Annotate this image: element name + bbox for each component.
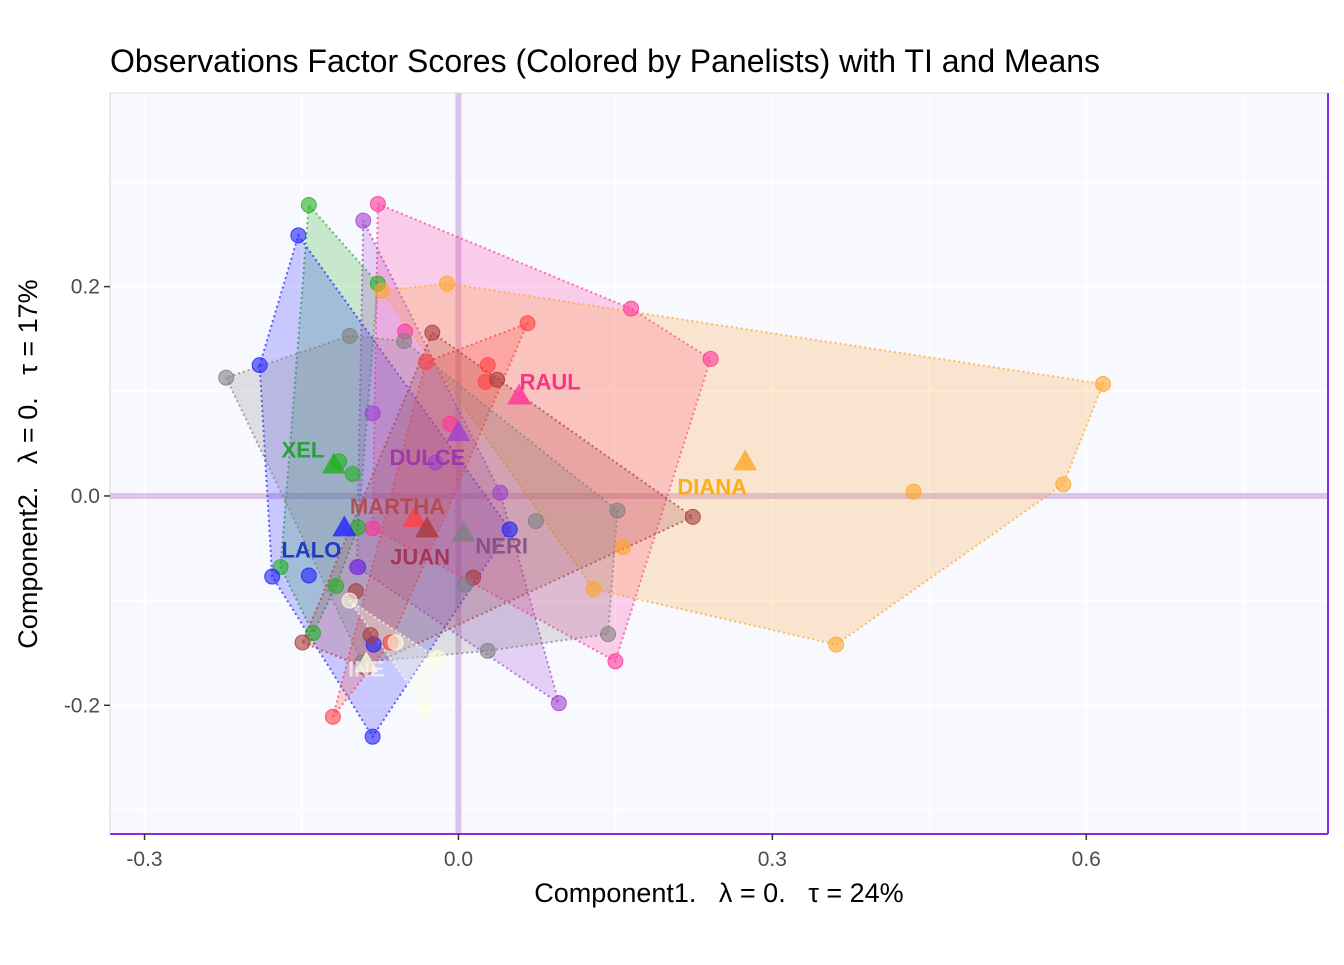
mean-neri: [451, 520, 476, 542]
point-ine: [429, 650, 446, 667]
panelist-labels: XEL LALO DULCE RAUL DIANA MARTHA JUAN NERI INE: [281, 369, 747, 681]
point-dulce: [348, 559, 365, 576]
point-neri: [456, 576, 473, 593]
x-tick-label: 0.0: [444, 848, 473, 871]
point-neri: [479, 642, 496, 659]
point-lalo: [264, 568, 281, 585]
point-lalo: [300, 567, 317, 584]
x-tick-label: 0.6: [1072, 848, 1101, 871]
point-diana: [905, 483, 922, 500]
point-diana: [1095, 375, 1112, 392]
point-martha: [479, 357, 496, 374]
mean-ine: [354, 651, 379, 673]
x-tick-label: -0.3: [126, 848, 162, 871]
point-neri: [600, 626, 617, 643]
point-juan: [362, 627, 379, 644]
point-neri: [609, 502, 626, 519]
point-diana: [438, 275, 455, 292]
point-xel: [344, 465, 361, 482]
point-raul: [623, 300, 640, 317]
point-diana: [585, 581, 602, 598]
point-neri: [527, 513, 544, 530]
point-diana: [374, 282, 391, 299]
point-ine: [387, 634, 404, 651]
point-diana: [828, 636, 845, 653]
point-dulce: [427, 454, 444, 471]
label-xel: XEL: [282, 438, 325, 463]
point-diana: [1055, 476, 1072, 493]
x-tick-label: 0.3: [758, 848, 787, 871]
point-raul: [702, 350, 719, 367]
point-ine: [416, 699, 433, 716]
point-raul: [607, 653, 624, 670]
point-xel: [305, 625, 321, 642]
mean-lalo: [332, 515, 357, 537]
point-dulce: [364, 405, 381, 422]
point-juan: [294, 634, 311, 651]
point-lalo: [501, 521, 518, 538]
mean-xel: [321, 452, 346, 474]
label-martha: MARTHA: [350, 494, 445, 519]
y-tick-label: -0.2: [64, 694, 100, 717]
point-martha: [324, 708, 341, 725]
mean-raul: [507, 383, 532, 405]
mean-markers: [321, 383, 758, 673]
point-neri: [396, 333, 413, 350]
chart-title: Observations Factor Scores (Colored by P…: [110, 43, 1100, 79]
point-dulce: [550, 695, 567, 712]
mean-martha: [402, 505, 427, 527]
point-martha: [418, 353, 435, 370]
label-juan: JUAN: [390, 544, 450, 569]
point-ine: [341, 592, 358, 609]
plot-panel: [110, 93, 1328, 834]
mean-juan: [415, 516, 440, 538]
point-raul: [364, 520, 381, 537]
mean-diana: [733, 449, 758, 471]
label-ine: INE: [348, 656, 385, 681]
point-martha: [519, 315, 536, 332]
point-dulce: [355, 212, 372, 229]
point-lalo: [251, 357, 268, 374]
label-dulce: DULCE: [390, 445, 466, 470]
mean-dulce: [446, 420, 471, 442]
point-juan: [684, 508, 701, 525]
label-diana: DIANA: [677, 474, 747, 499]
point-neri: [218, 369, 235, 386]
point-neri: [341, 327, 358, 344]
point-xel: [300, 196, 317, 213]
point-juan: [489, 371, 506, 388]
point-diana: [614, 539, 631, 556]
y-tick-label: 0.2: [71, 276, 100, 299]
x-axis-label: Component1. λ = 0. τ = 24%: [534, 878, 903, 908]
label-raul: RAUL: [520, 369, 581, 394]
tolerance-hulls: [224, 202, 1105, 739]
hull-neri: [224, 334, 619, 664]
origin-lines: [110, 93, 1328, 834]
point-dulce: [492, 484, 509, 501]
y-tick-label: 0.0: [71, 485, 100, 508]
label-lalo: LALO: [281, 537, 341, 562]
point-lalo: [290, 227, 307, 244]
label-neri: NERI: [475, 534, 528, 559]
point-xel: [328, 577, 345, 594]
point-lalo: [364, 728, 381, 745]
point-raul: [369, 195, 386, 212]
y-axis-label: Component2. λ = 0. τ = 17%: [13, 279, 43, 648]
axis-ticks: -0.3 0.0 0.3 0.6 -0.2 0.0 0.2: [64, 276, 1101, 871]
point-juan: [424, 324, 441, 341]
